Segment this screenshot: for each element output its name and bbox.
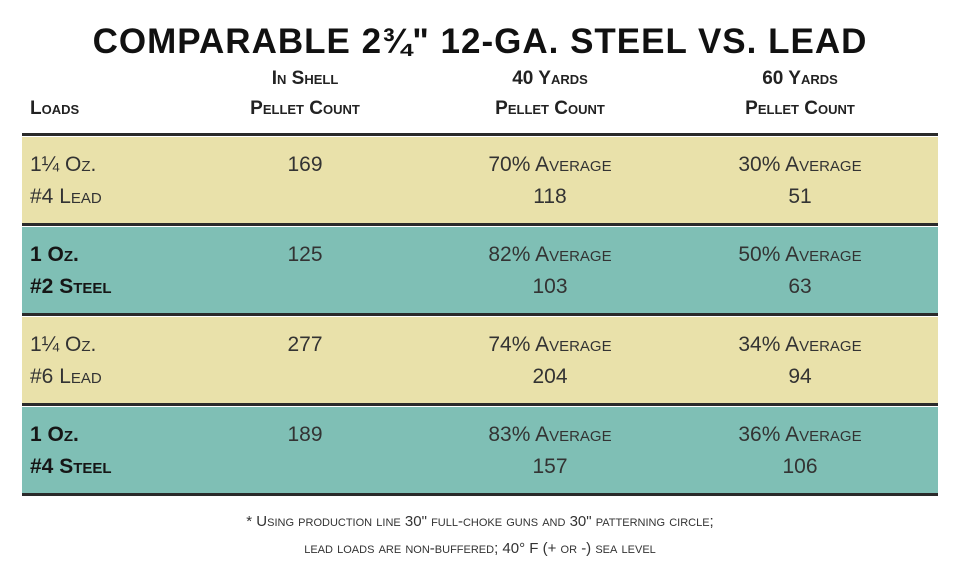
load-weight: 1¼ Oz. [30, 153, 97, 176]
load-shot: #4 Lead [30, 185, 102, 208]
table-divider [22, 313, 938, 316]
page-title: COMPARABLE 2¾" 12-GA. STEEL VS. LEAD [92, 22, 868, 61]
yards40-count: 103 [532, 275, 568, 298]
load-shot: #6 Lead [30, 365, 102, 388]
table-divider [22, 223, 938, 226]
table-row: 1¼ Oz. #4 Lead 169 70% Average 118 30% A… [22, 137, 938, 223]
load-cell: 1¼ Oz. #6 Lead [30, 329, 102, 393]
table-divider [22, 403, 938, 406]
header-loads: Loads [30, 94, 79, 124]
footnote: * Using production line 30" full-choke g… [0, 508, 960, 562]
header-in-shell-line1: In Shell [271, 68, 339, 89]
yards60-average: 36% Average [738, 423, 862, 446]
header-40-yards: 40 Yards Pellet Count [445, 64, 655, 124]
yards60-cell: 36% Average 106 [695, 419, 905, 483]
yards60-average: 34% Average [738, 333, 862, 356]
yards60-count: 94 [788, 365, 812, 388]
table-header: Loads In Shell Pellet Count 40 Yards Pel… [0, 66, 960, 132]
yards40-count: 118 [533, 185, 567, 208]
table-divider [22, 133, 938, 136]
header-40-yards-line2: Pellet Count [495, 98, 605, 119]
load-cell: 1 Oz. #4 Steel [30, 419, 112, 483]
yards60-count: 51 [788, 185, 812, 208]
in-shell-count: 189 [287, 423, 323, 446]
header-60-yards-line2: Pellet Count [745, 98, 855, 119]
header-in-shell: In Shell Pellet Count [205, 64, 405, 124]
load-cell: 1¼ Oz. #4 Lead [30, 149, 102, 213]
load-shot: #2 Steel [30, 275, 112, 298]
header-60-yards-line1: 60 Yards [762, 68, 838, 89]
table-row: 1 Oz. #4 Steel 189 83% Average 157 36% A… [22, 407, 938, 493]
footnote-line1: * Using production line 30" full-choke g… [246, 513, 714, 530]
yards60-cell: 50% Average 63 [695, 239, 905, 303]
yards40-cell: 83% Average 157 [445, 419, 655, 483]
table-row: 1 Oz. #2 Steel 125 82% Average 103 50% A… [22, 227, 938, 313]
yards60-count: 63 [788, 275, 812, 298]
yards40-average: 83% Average [488, 423, 612, 446]
in-shell-count: 169 [287, 153, 323, 176]
yards40-cell: 82% Average 103 [445, 239, 655, 303]
load-weight: 1 Oz. [30, 423, 79, 446]
header-in-shell-line2: Pellet Count [250, 98, 360, 119]
table-divider [22, 493, 938, 496]
yards40-cell: 74% Average 204 [445, 329, 655, 393]
yards40-average: 82% Average [488, 243, 612, 266]
yards40-count: 204 [532, 365, 568, 388]
yards40-count: 157 [532, 455, 568, 478]
yards60-cell: 30% Average 51 [695, 149, 905, 213]
yards60-count: 106 [782, 455, 818, 478]
load-shot: #4 Steel [30, 455, 112, 478]
footnote-line2: lead loads are non-buffered; 40° F (+ or… [304, 540, 656, 557]
load-weight: 1 Oz. [30, 243, 79, 266]
in-shell-count: 277 [287, 333, 323, 356]
yards40-average: 74% Average [488, 333, 612, 356]
yards60-average: 50% Average [738, 243, 862, 266]
load-weight: 1¼ Oz. [30, 333, 97, 356]
table-row: 1¼ Oz. #6 Lead 277 74% Average 204 34% A… [22, 317, 938, 403]
yards60-average: 30% Average [738, 153, 862, 176]
in-shell-count: 125 [287, 243, 323, 266]
yards60-cell: 34% Average 94 [695, 329, 905, 393]
load-cell: 1 Oz. #2 Steel [30, 239, 112, 303]
header-60-yards: 60 Yards Pellet Count [695, 64, 905, 124]
header-loads-label: Loads [30, 98, 80, 119]
yards40-cell: 70% Average 118 [445, 149, 655, 213]
yards40-average: 70% Average [488, 153, 612, 176]
header-40-yards-line1: 40 Yards [512, 68, 588, 89]
